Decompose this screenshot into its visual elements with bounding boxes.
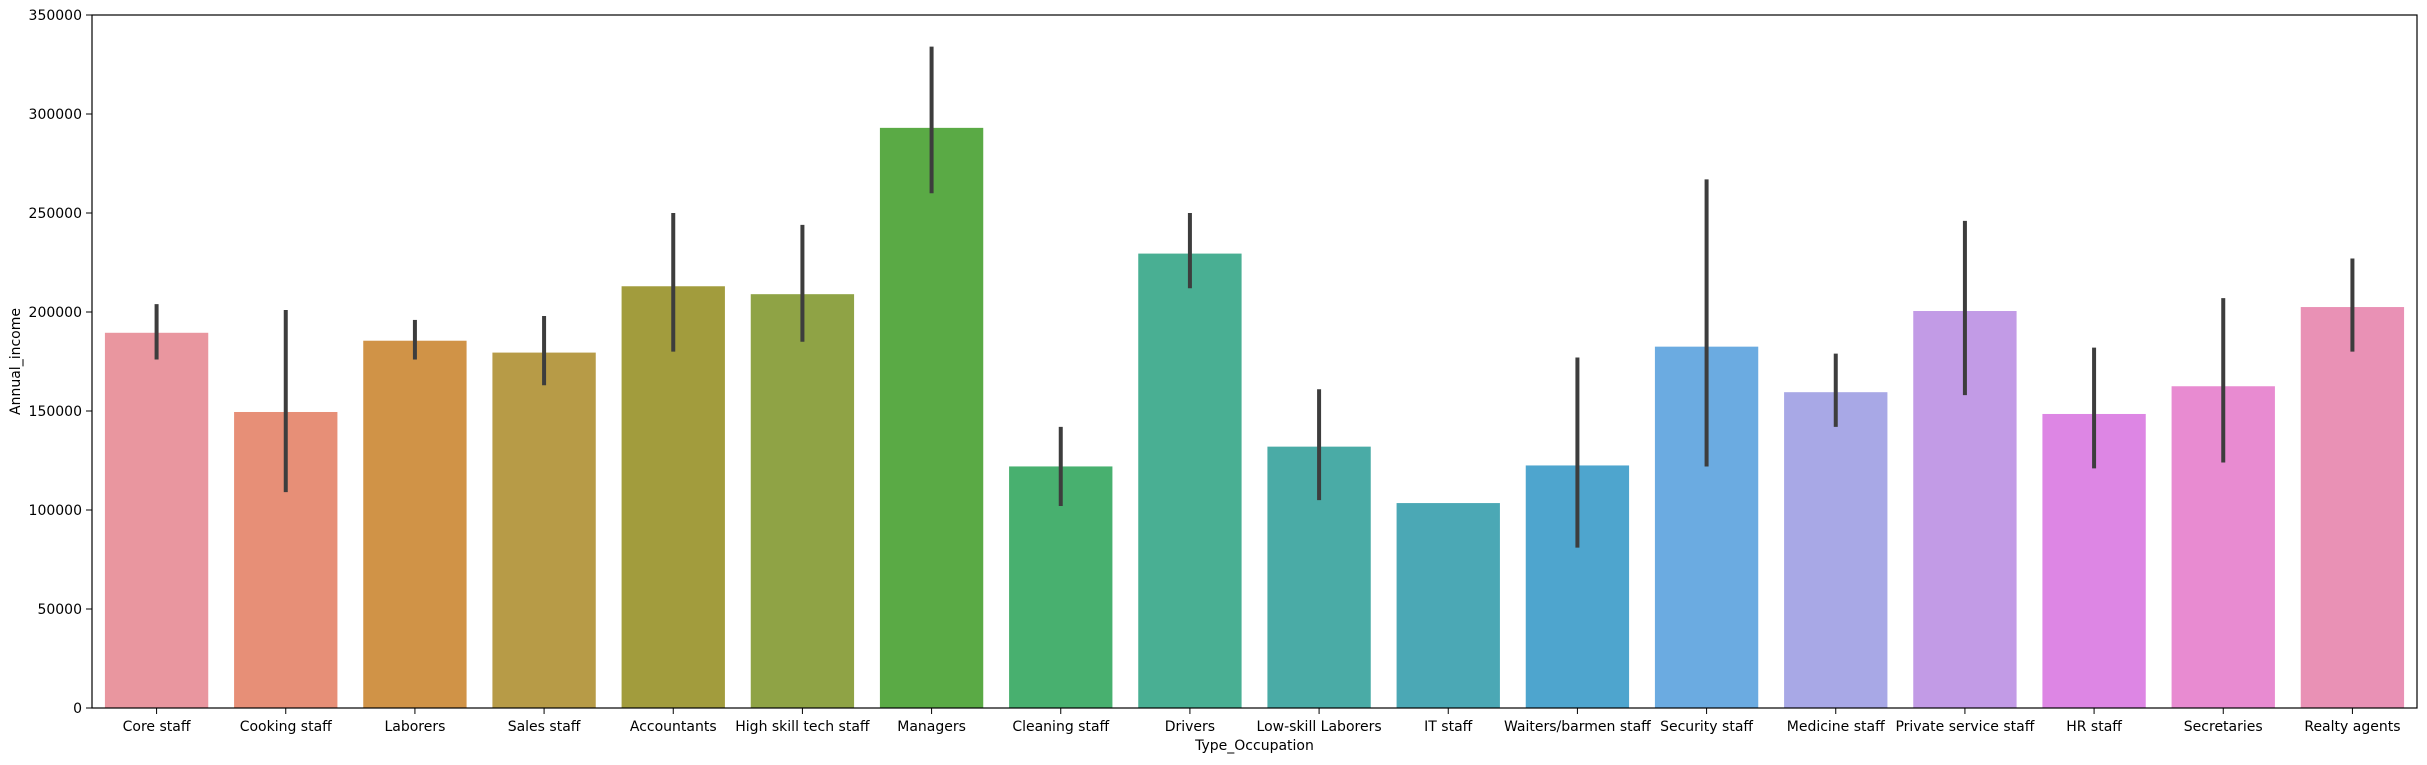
bar xyxy=(1138,253,1242,708)
x-tick-label: Secretaries xyxy=(2184,719,2263,735)
x-axis: Core staff Cooking staff Laborers Sales sta… xyxy=(123,708,2400,735)
x-tick-label: Accountants xyxy=(630,719,717,735)
y-tick-label: 350000 xyxy=(29,8,82,24)
x-tick-label: Security staff xyxy=(1660,719,1753,735)
x-tick-label: Low-skill Laborers xyxy=(1257,719,1382,735)
x-tick-label: Cooking staff xyxy=(240,719,332,735)
bar xyxy=(1784,392,1888,708)
plot-frame xyxy=(91,14,2418,709)
x-tick-label: High skill tech staff xyxy=(735,719,870,735)
y-axis: 0 50000 100000 150000 200000 250000 300000 3500… xyxy=(29,8,92,717)
x-tick-label: IT staff xyxy=(1424,719,1472,735)
bar xyxy=(879,127,984,709)
bar xyxy=(363,340,467,708)
bar xyxy=(2300,307,2405,708)
y-axis-title: Annual_income xyxy=(8,308,24,415)
bar xyxy=(621,286,725,708)
x-tick-label: Realty agents xyxy=(2304,719,2400,735)
x-tick-label: Medicine staff xyxy=(1787,719,1885,735)
x-tick-label: Private service staff xyxy=(1895,719,2034,735)
y-tick-label: 50000 xyxy=(37,602,82,618)
bar xyxy=(1396,503,1500,708)
y-tick-label: 200000 xyxy=(29,305,82,321)
x-axis-title: Type_Occupation xyxy=(1194,738,1314,754)
x-tick-label: Core staff xyxy=(123,719,191,735)
y-tick-label: 0 xyxy=(73,701,82,717)
x-tick-label: HR staff xyxy=(2066,719,2122,735)
y-tick-label: 300000 xyxy=(29,107,82,123)
x-tick-label: Sales staff xyxy=(508,719,581,735)
bar xyxy=(1009,466,1113,708)
errorbars-layer xyxy=(154,46,2355,548)
x-tick-label: Cleaning staff xyxy=(1012,719,1109,735)
bar xyxy=(492,352,596,708)
x-tick-label: Waiters/barmen staff xyxy=(1504,719,1651,735)
x-tick-label: Managers xyxy=(897,719,966,735)
x-tick-label: Laborers xyxy=(384,719,445,735)
y-tick-label: 100000 xyxy=(29,503,82,519)
bars-layer xyxy=(104,127,2405,709)
bar xyxy=(750,294,855,708)
bar xyxy=(104,332,209,708)
y-tick-label: 150000 xyxy=(29,404,82,420)
y-tick-label: 250000 xyxy=(29,206,82,222)
x-tick-label: Drivers xyxy=(1165,719,1215,735)
